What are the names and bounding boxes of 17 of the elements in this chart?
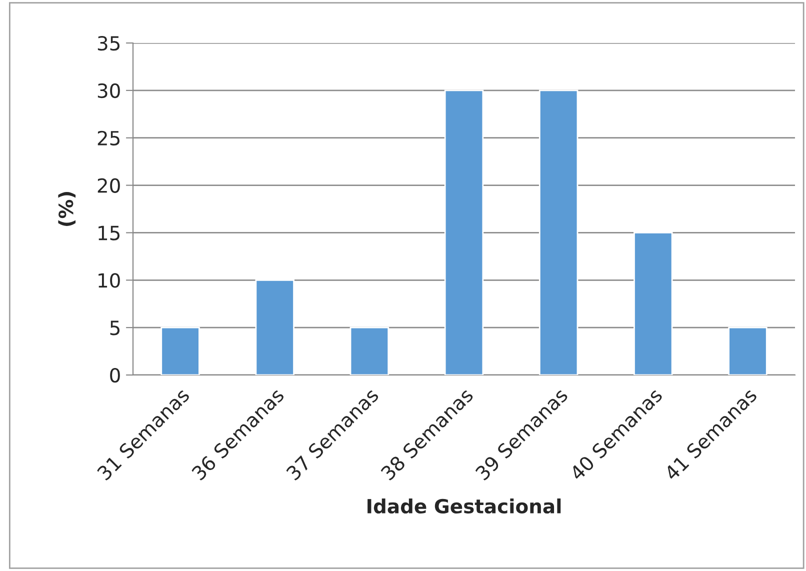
bar <box>538 90 578 375</box>
y-tick-label: 10 <box>98 273 120 288</box>
x-axis-title: Idade Gestacional <box>368 498 561 514</box>
bar <box>350 326 390 375</box>
y-axis-title: (%) <box>58 192 76 226</box>
y-tick-label: 0 <box>110 368 120 383</box>
y-tick-label: 30 <box>98 83 120 98</box>
bar <box>160 326 200 375</box>
y-tick-label: 5 <box>110 320 120 336</box>
y-tick-label: 20 <box>98 178 120 193</box>
bar <box>255 279 294 375</box>
y-tick-label: 15 <box>98 226 120 240</box>
bar <box>634 232 673 375</box>
y-tick-label: 25 <box>98 130 120 146</box>
bar <box>728 326 768 375</box>
bar <box>444 90 484 375</box>
y-tick-label: 35 <box>98 36 120 51</box>
